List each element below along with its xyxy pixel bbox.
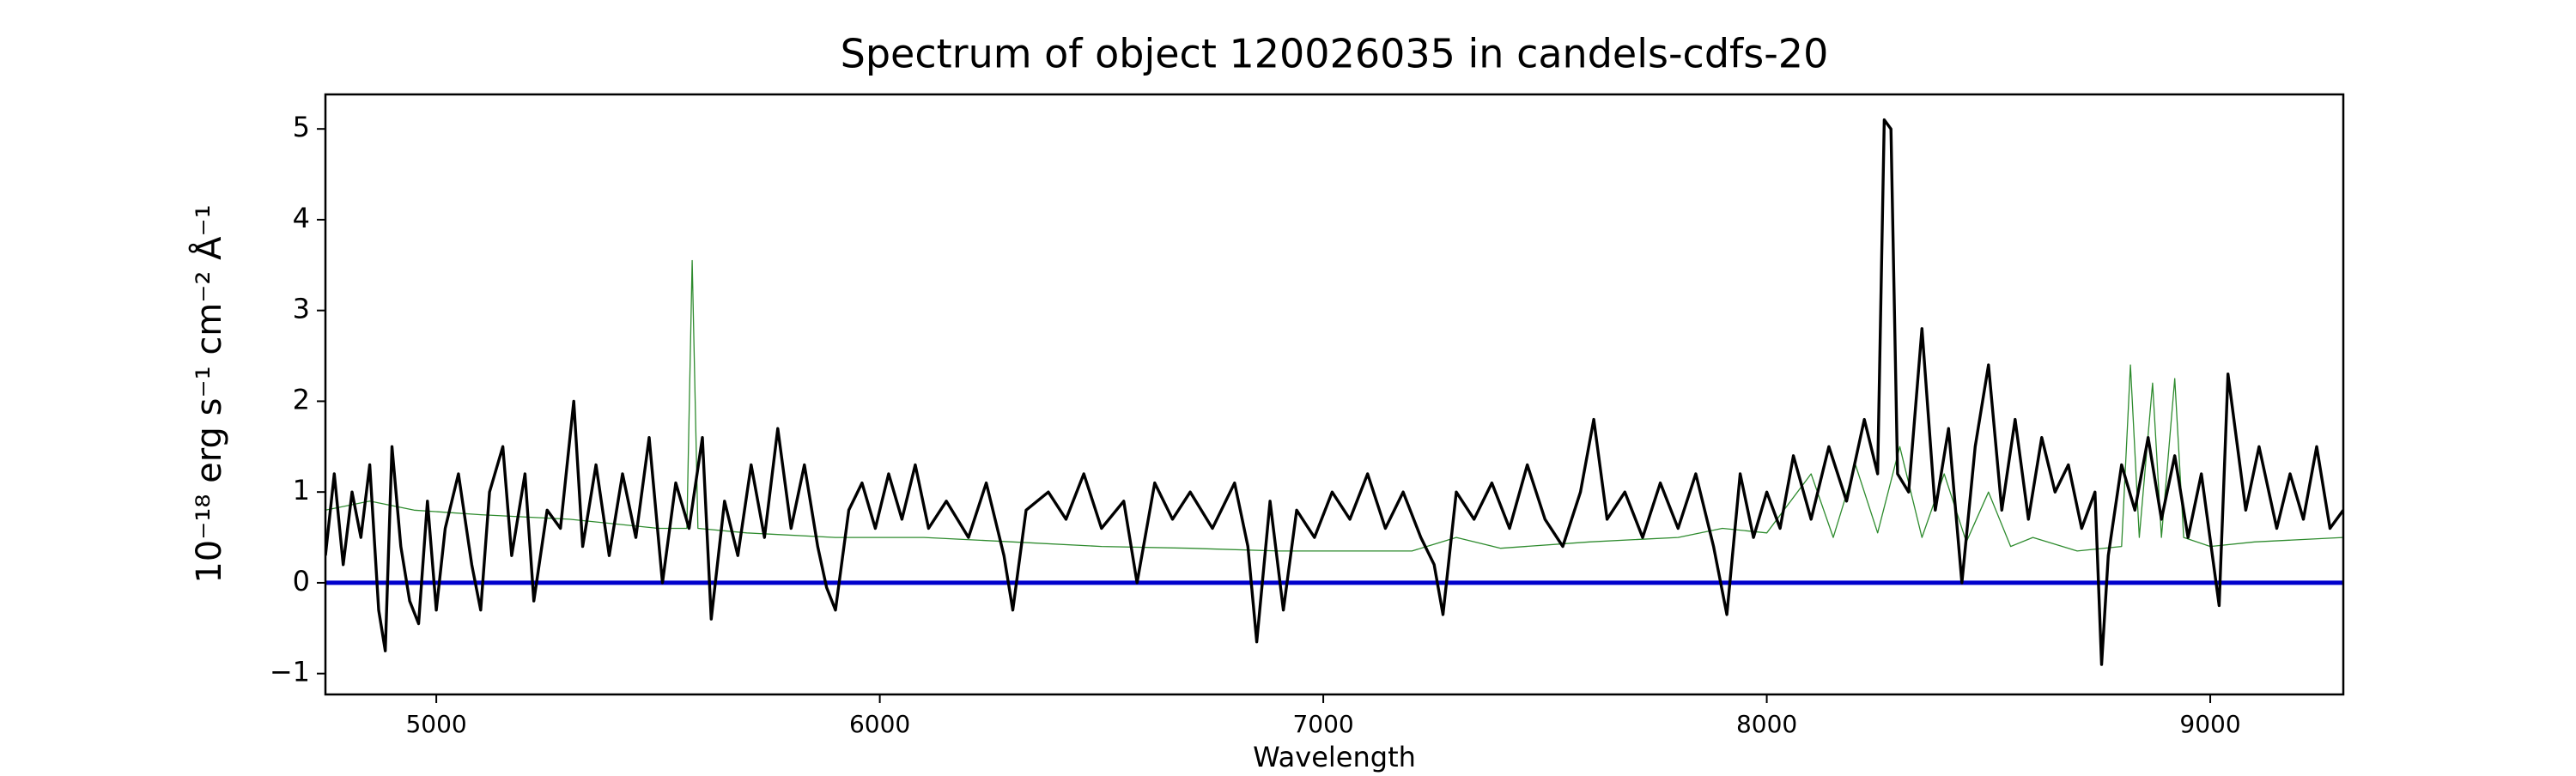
y-tick-label: 5	[293, 111, 310, 143]
x-axis-label: Wavelength	[1253, 741, 1416, 773]
y-tick-label: 2	[293, 383, 310, 415]
spectrum-line	[325, 118, 2343, 666]
y-tick-label: 4	[293, 202, 310, 234]
y-tick-label: 1	[293, 474, 310, 506]
x-tick-label: 8000	[1736, 710, 1797, 738]
x-tick-label: 7000	[1292, 710, 1353, 738]
y-axis-label: 10⁻¹⁸ erg s⁻¹ cm⁻² Å⁻¹	[188, 204, 229, 583]
series-layer	[325, 118, 2343, 666]
y-tick-label: 0	[293, 565, 310, 597]
y-tick-label: 3	[293, 293, 310, 325]
x-tick-label: 6000	[849, 710, 910, 738]
plot-frame	[324, 93, 2345, 696]
y-tick-label: −1	[270, 656, 310, 688]
chart-title: Spectrum of object 120026035 in candels-…	[841, 31, 1829, 77]
x-tick-label: 5000	[405, 710, 466, 738]
spectrum-line	[325, 259, 2343, 552]
x-tick-label: 9000	[2179, 710, 2240, 738]
